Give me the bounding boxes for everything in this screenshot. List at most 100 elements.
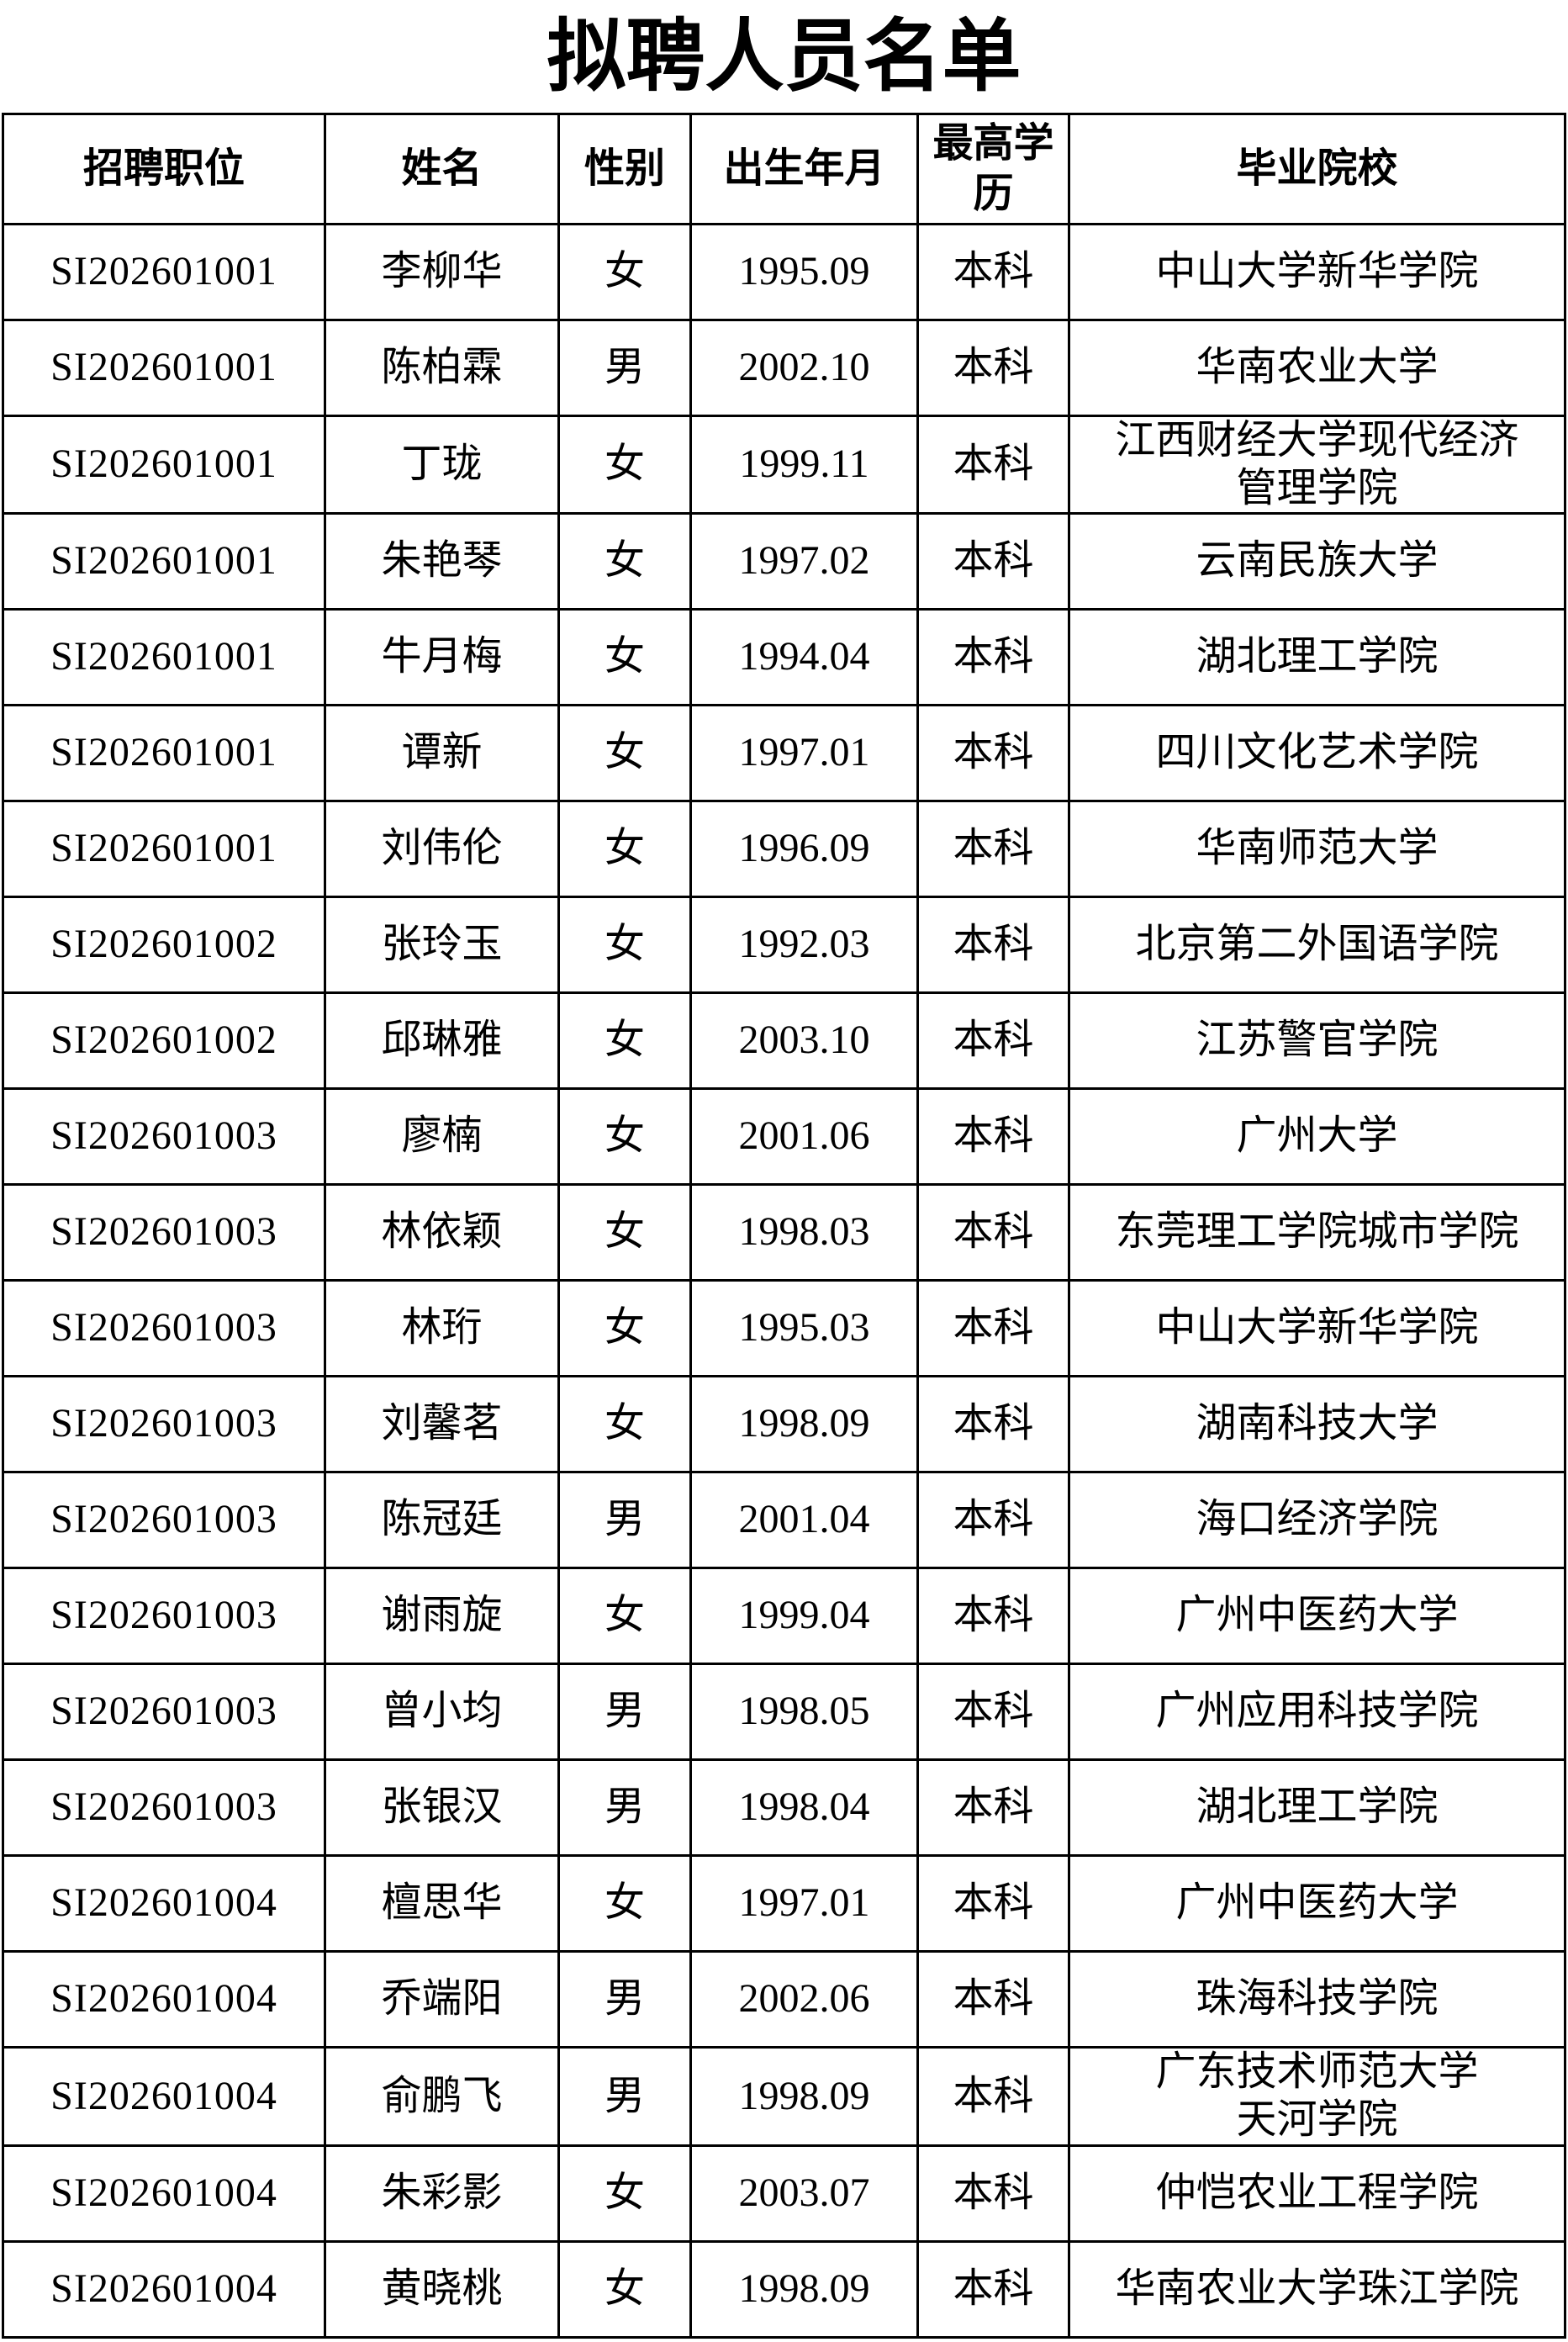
cell-college: 江苏警官学院 — [1068, 991, 1566, 1091]
cell-gender: 女 — [557, 223, 692, 321]
table-row: SI202601004 俞鹏飞男 1998.09 本科 广东技术师范大学 天河学院 — [2, 2046, 1566, 2147]
cell-name: 朱艳琴 — [324, 512, 560, 611]
cell-birth-date: 1997.02 — [689, 512, 919, 611]
table-row: SI202601004 檀思华女 1997.01 本科 广州中医药大学 — [2, 1854, 1566, 1953]
table-row: SI202601003 陈冠廷男 2001.04 本科 海口经济学院 — [2, 1471, 1566, 1570]
cell-education: 本科 — [916, 1375, 1070, 1474]
cell-birth-date: 1995.09 — [689, 223, 919, 321]
table-row: SI202601004 黄晓桃女 1998.09 本科 华南农业大学珠江学院 — [2, 2239, 1566, 2339]
cell-birth-date: 1992.03 — [689, 896, 919, 995]
page-title: 拟聘人员名单 — [546, 12, 1022, 100]
cell-college: 仲恺农业工程学院 — [1068, 2144, 1566, 2243]
cell-gender: 女 — [557, 1567, 692, 1666]
cell-gender: 女 — [557, 414, 692, 515]
cell-position-code: SI202601003 — [2, 1471, 326, 1570]
cell-college: 湖北理工学院 — [1068, 1758, 1566, 1858]
cell-education: 本科 — [916, 2144, 1070, 2243]
cell-position-code: SI202601001 — [2, 223, 326, 321]
cell-position-code: SI202601003 — [2, 1087, 326, 1187]
cell-gender: 女 — [557, 1854, 692, 1953]
column-header-gender: 性别 — [557, 113, 692, 225]
cell-education: 本科 — [916, 414, 1070, 515]
cell-college: 云南民族大学 — [1068, 512, 1566, 611]
cell-position-code: SI202601004 — [2, 2239, 326, 2339]
cell-name: 刘馨茗 — [324, 1375, 560, 1474]
table-row: SI202601001 李柳华女 1995.09 本科 中山大学新华学院 — [2, 223, 1566, 321]
cell-gender: 女 — [557, 2239, 692, 2339]
table-row: SI202601001 刘伟伦女 1996.09 本科 华南师范大学 — [2, 800, 1566, 899]
cell-name: 林依颖 — [324, 1183, 560, 1282]
cell-birth-date: 1998.04 — [689, 1758, 919, 1858]
cell-gender: 女 — [557, 896, 692, 995]
roster-table: 招聘职位 姓名 性别 出生年月 最高学历 毕业院校 SI202601001 李柳华女 1995… — [2, 113, 1566, 2339]
cell-name: 谢雨旋 — [324, 1567, 560, 1666]
cell-education: 本科 — [916, 2046, 1070, 2147]
column-header-position-code: 招聘职位 — [2, 113, 326, 225]
cell-birth-date: 1995.03 — [689, 1279, 919, 1378]
cell-birth-date: 2001.06 — [689, 1087, 919, 1187]
cell-education: 本科 — [916, 1279, 1070, 1378]
table-row: SI202601001 谭新女 1997.01 本科 四川文化艺术学院 — [2, 704, 1566, 803]
cell-name: 俞鹏飞 — [324, 2046, 560, 2147]
cell-college: 珠海科技学院 — [1068, 1950, 1566, 2049]
cell-gender: 女 — [557, 2144, 692, 2243]
cell-education: 本科 — [916, 800, 1070, 899]
cell-name: 牛月梅 — [324, 608, 560, 707]
cell-education: 本科 — [916, 512, 1070, 611]
cell-college: 湖南科技大学 — [1068, 1375, 1566, 1474]
table-row: SI202601003 张银汉男 1998.04 本科 湖北理工学院 — [2, 1758, 1566, 1858]
cell-birth-date: 2003.07 — [689, 2144, 919, 2243]
cell-position-code: SI202601004 — [2, 2046, 326, 2147]
cell-college: 海口经济学院 — [1068, 1471, 1566, 1570]
cell-birth-date: 1997.01 — [689, 704, 919, 803]
cell-birth-date: 2002.10 — [689, 319, 919, 417]
cell-birth-date: 1994.04 — [689, 608, 919, 707]
cell-name: 曾小均 — [324, 1663, 560, 1762]
cell-position-code: SI202601004 — [2, 1950, 326, 2049]
table-row: SI202601002 邱琳雅女 2003.10 本科 江苏警官学院 — [2, 991, 1566, 1091]
cell-gender: 男 — [557, 1471, 692, 1570]
cell-position-code: SI202601001 — [2, 608, 326, 707]
column-header-college: 毕业院校 — [1068, 113, 1566, 225]
table-row: SI202601001 朱艳琴女 1997.02 本科 云南民族大学 — [2, 512, 1566, 611]
cell-college: 中山大学新华学院 — [1068, 223, 1566, 321]
cell-birth-date: 1999.04 — [689, 1567, 919, 1666]
cell-gender: 女 — [557, 991, 692, 1091]
cell-education: 本科 — [916, 2239, 1070, 2339]
cell-college: 江西财经大学现代经济 管理学院 — [1068, 414, 1566, 515]
cell-birth-date: 1998.09 — [689, 2046, 919, 2147]
cell-education: 本科 — [916, 1087, 1070, 1187]
cell-college: 华南师范大学 — [1068, 800, 1566, 899]
table-row: SI202601003 曾小均男 1998.05 本科 广州应用科技学院 — [2, 1663, 1566, 1762]
cell-position-code: SI202601002 — [2, 896, 326, 995]
table-body: SI202601001 李柳华女 1995.09 本科 中山大学新华学院 SI202601… — [2, 223, 1566, 2339]
cell-college: 北京第二外国语学院 — [1068, 896, 1566, 995]
cell-name: 乔端阳 — [324, 1950, 560, 2049]
column-header-birth-date: 出生年月 — [689, 113, 919, 225]
cell-position-code: SI202601003 — [2, 1567, 326, 1666]
cell-name: 廖楠 — [324, 1087, 560, 1187]
table-row: SI202601004 乔端阳男 2002.06 本科 珠海科技学院 — [2, 1950, 1566, 2049]
cell-position-code: SI202601003 — [2, 1663, 326, 1762]
cell-birth-date: 1998.05 — [689, 1663, 919, 1762]
table-row: SI202601001 丁珑女 1999.11 本科 江西财经大学现代经济 管理学院 — [2, 414, 1566, 515]
cell-education: 本科 — [916, 608, 1070, 707]
cell-gender: 男 — [557, 1758, 692, 1858]
column-header-education: 最高学历 — [916, 113, 1070, 225]
cell-name: 张玲玉 — [324, 896, 560, 995]
cell-position-code: SI202601002 — [2, 991, 326, 1091]
cell-education: 本科 — [916, 896, 1070, 995]
table-row: SI202601003 谢雨旋女 1999.04 本科 广州中医药大学 — [2, 1567, 1566, 1666]
cell-gender: 女 — [557, 800, 692, 899]
cell-education: 本科 — [916, 223, 1070, 321]
cell-birth-date: 2002.06 — [689, 1950, 919, 2049]
cell-position-code: SI202601003 — [2, 1758, 326, 1858]
cell-gender: 男 — [557, 1950, 692, 2049]
cell-position-code: SI202601001 — [2, 800, 326, 899]
cell-gender: 女 — [557, 512, 692, 611]
cell-birth-date: 1998.03 — [689, 1183, 919, 1282]
cell-position-code: SI202601001 — [2, 414, 326, 515]
cell-birth-date: 2003.10 — [689, 991, 919, 1091]
cell-college: 中山大学新华学院 — [1068, 1279, 1566, 1378]
cell-position-code: SI202601004 — [2, 1854, 326, 1953]
